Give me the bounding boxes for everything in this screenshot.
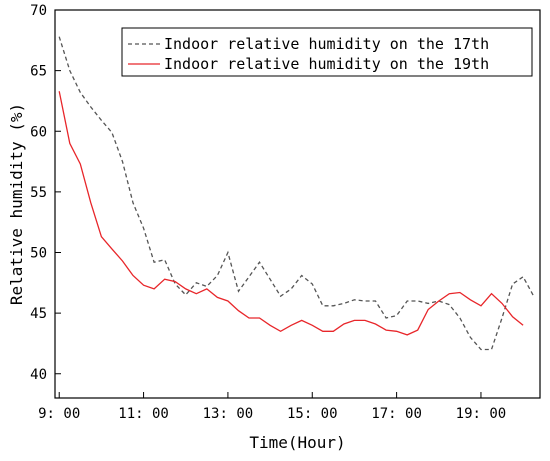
x-tick-label: 19: 00 <box>456 406 507 422</box>
legend-label: Indoor relative humidity on the 19th <box>164 55 489 73</box>
y-tick-label: 65 <box>30 64 47 80</box>
x-tick-label: 9: 00 <box>38 406 80 422</box>
plot-area <box>58 36 535 351</box>
y-tick-label: 45 <box>30 306 47 322</box>
axis-ticks: 40 45 50 55 60 65 70 9: 00 11: 00 13: 00 15: 00 17:… <box>30 3 506 422</box>
x-tick-label: 13: 00 <box>203 406 254 422</box>
y-tick-label: 50 <box>30 246 47 262</box>
x-tick-label: 17: 00 <box>371 406 422 422</box>
series-line-2 <box>58 91 524 336</box>
legend-label: Indoor relative humidity on the 17th <box>164 35 489 53</box>
series-line-1 <box>58 36 535 351</box>
legend: Indoor relative humidity on the 17th Indo… <box>121 27 533 77</box>
y-tick-label: 70 <box>30 3 47 19</box>
y-tick-label: 40 <box>30 367 47 383</box>
x-tick-label: 15: 00 <box>287 406 338 422</box>
plot-frame <box>54 9 541 399</box>
y-tick-label: 60 <box>30 124 47 140</box>
legend-box <box>121 27 533 77</box>
y-tick-label: 55 <box>30 185 47 201</box>
y-axis-title: Relative humidity (%) <box>7 103 26 305</box>
x-axis-title: Time(Hour) <box>249 433 345 452</box>
x-tick-label: 11: 00 <box>118 406 169 422</box>
